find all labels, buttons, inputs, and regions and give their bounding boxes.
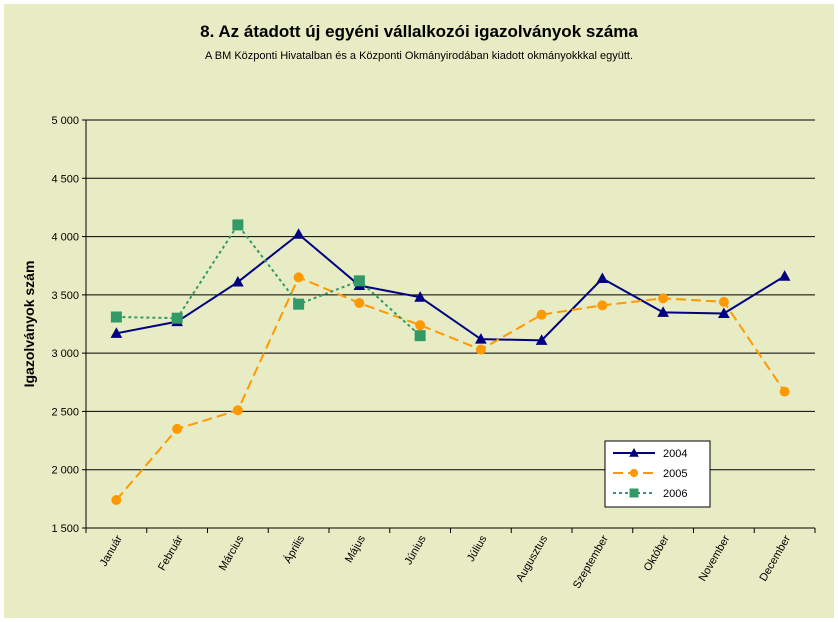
- y-tick-label: 4 500: [51, 173, 79, 185]
- chart-subtitle: A BM Központi Hivatalban és a Központi O…: [204, 50, 633, 62]
- data-point-2004: [657, 306, 669, 317]
- x-tick-label: November: [697, 533, 733, 583]
- x-tick-label: Szeptember: [571, 533, 611, 591]
- data-point-2004: [110, 327, 123, 338]
- data-point-2006: [414, 330, 426, 342]
- data-point-2004: [232, 276, 244, 287]
- x-tick-label: Június: [402, 533, 429, 567]
- x-tick-label: Május: [343, 533, 368, 565]
- series-line-2004: [116, 232, 786, 342]
- data-point-2004: [292, 228, 305, 239]
- legend-label: 2004: [663, 448, 687, 460]
- data-point-2005: [779, 386, 790, 397]
- y-tick-label: 3 000: [51, 348, 79, 360]
- data-point-2006: [171, 312, 183, 324]
- x-tick-label: Október: [642, 533, 672, 573]
- x-tick-label: Április: [281, 533, 307, 566]
- data-point-2005: [354, 298, 365, 309]
- data-point-2006: [232, 219, 244, 231]
- y-tick-label: 2 000: [51, 465, 79, 477]
- series-line-2005: [115, 276, 786, 501]
- data-point-2004: [414, 291, 426, 302]
- data-point-2005: [232, 405, 243, 416]
- series-line-2006: [116, 223, 421, 337]
- data-point-2004: [778, 270, 791, 281]
- legend-marker-2005: [629, 468, 639, 478]
- data-point-2006: [110, 311, 122, 323]
- data-point-2005: [415, 320, 426, 331]
- data-point-2005: [172, 423, 183, 434]
- x-tick-label: December: [757, 533, 793, 583]
- y-tick-label: 1 500: [51, 523, 79, 535]
- line-chart: 1 500 2 000 2 500 3 000 3 500 4 000 4 500 5 000…: [21, 115, 816, 591]
- legend-marker-2004: [629, 447, 639, 457]
- x-tick-label: Február: [156, 533, 186, 573]
- data-point-2005: [658, 293, 669, 304]
- y-tick-label: 4 000: [51, 232, 79, 244]
- y-axis-label: Igazolványok szám: [21, 261, 37, 388]
- data-point-2005: [293, 272, 304, 283]
- y-tick-label: 2 500: [51, 406, 79, 418]
- data-point-2005: [718, 296, 729, 307]
- chart-title: 8. Az átadott új egyéni vállalkozói igaz…: [200, 22, 638, 41]
- data-point-2005: [536, 309, 547, 320]
- chart-frame: 8. Az átadott új egyéni vállalkozói igaz…: [4, 4, 834, 618]
- y-tick-label: 3 500: [51, 290, 79, 302]
- data-point-2004: [596, 272, 609, 284]
- data-point-2004: [718, 307, 730, 319]
- y-tick-label: 5 000: [51, 115, 79, 127]
- data-point-2006: [293, 298, 305, 310]
- legend-label: 2005: [663, 468, 687, 480]
- data-point-2004: [535, 334, 548, 345]
- x-tick-label: Március: [217, 533, 247, 573]
- data-point-2006: [353, 275, 365, 287]
- data-point-2004: [475, 333, 487, 344]
- x-tick-label: Január: [98, 533, 125, 568]
- x-tick-label: Július: [465, 533, 490, 564]
- x-tick-label: Augusztus: [514, 533, 550, 584]
- legend-label: 2006: [663, 488, 687, 500]
- data-point-2005: [111, 495, 122, 506]
- legend-marker-2006: [629, 488, 639, 498]
- data-point-2005: [475, 344, 486, 355]
- data-point-2005: [597, 300, 608, 311]
